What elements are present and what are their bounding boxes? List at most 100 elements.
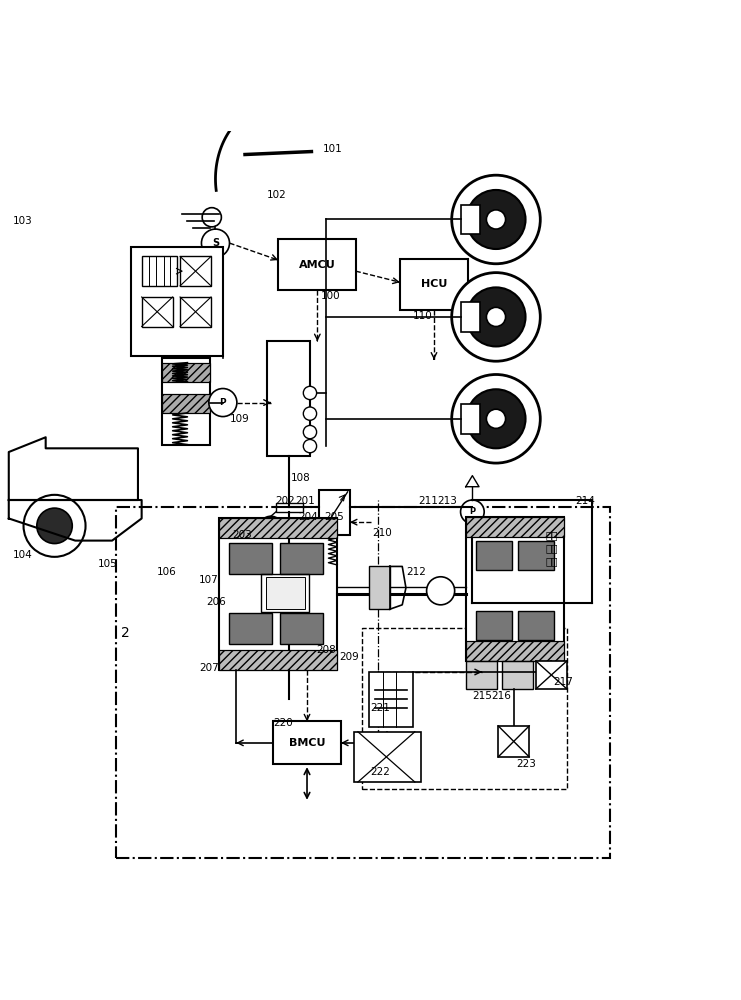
Text: 210: 210 — [373, 528, 393, 538]
Text: 107: 107 — [199, 575, 219, 585]
Text: 209: 209 — [339, 652, 359, 662]
Bar — [476, 541, 511, 570]
Bar — [400, 259, 468, 310]
Text: P: P — [268, 524, 274, 533]
Bar — [273, 721, 341, 764]
Bar — [180, 256, 211, 286]
Bar — [276, 503, 302, 512]
Bar — [498, 726, 529, 757]
Bar — [162, 358, 210, 445]
Text: 217: 217 — [554, 677, 574, 687]
Circle shape — [461, 500, 484, 524]
Circle shape — [303, 425, 316, 439]
Bar — [467, 661, 497, 689]
Circle shape — [24, 495, 85, 557]
Text: 211: 211 — [419, 496, 439, 506]
Circle shape — [486, 409, 505, 428]
Text: P: P — [219, 398, 226, 407]
Text: 108: 108 — [290, 473, 310, 483]
Bar — [219, 518, 337, 538]
Bar — [268, 341, 310, 456]
Bar — [162, 394, 210, 413]
Bar — [461, 404, 480, 434]
Circle shape — [486, 307, 505, 327]
Bar — [280, 613, 323, 644]
Text: 222: 222 — [370, 767, 391, 777]
Text: 203: 203 — [233, 530, 252, 540]
Text: 208: 208 — [316, 645, 336, 655]
Bar — [278, 239, 356, 290]
Bar — [162, 363, 210, 382]
Bar — [362, 628, 567, 789]
Bar — [319, 490, 350, 535]
Bar — [467, 661, 497, 689]
Circle shape — [427, 577, 455, 605]
Text: 207: 207 — [199, 663, 219, 673]
Bar — [467, 517, 564, 537]
Text: 103: 103 — [13, 216, 32, 226]
Circle shape — [303, 386, 316, 400]
Text: 201: 201 — [295, 496, 315, 506]
Text: 215: 215 — [472, 691, 492, 701]
Text: P: P — [469, 507, 476, 516]
Text: 109: 109 — [230, 414, 250, 424]
Bar — [266, 577, 305, 609]
Bar — [518, 541, 554, 570]
Bar — [162, 394, 210, 413]
Bar — [229, 613, 272, 644]
Bar — [280, 543, 323, 574]
Text: 221: 221 — [370, 703, 391, 713]
Text: 101: 101 — [322, 144, 342, 154]
Text: S: S — [212, 238, 219, 248]
Text: 106: 106 — [156, 567, 176, 577]
Text: 100: 100 — [321, 291, 341, 301]
Text: 212: 212 — [406, 567, 426, 577]
Bar — [219, 650, 337, 670]
Text: 104: 104 — [13, 550, 32, 560]
Bar — [476, 541, 511, 570]
Text: BMCU: BMCU — [289, 738, 325, 748]
Bar — [280, 613, 323, 644]
Circle shape — [452, 273, 540, 361]
Text: 216: 216 — [491, 691, 511, 701]
Bar — [229, 543, 272, 574]
Circle shape — [467, 389, 525, 448]
Bar — [354, 732, 421, 782]
Circle shape — [467, 287, 525, 346]
Bar — [476, 611, 511, 640]
Bar — [461, 205, 480, 234]
Text: 2: 2 — [121, 626, 130, 640]
Bar — [162, 363, 210, 382]
Bar — [502, 661, 533, 689]
Text: 206: 206 — [207, 597, 226, 607]
Bar — [536, 661, 567, 689]
Text: HCU: HCU — [421, 279, 447, 289]
Bar — [518, 541, 554, 570]
Circle shape — [37, 508, 73, 544]
Bar — [476, 611, 511, 640]
Bar — [467, 517, 564, 661]
Bar — [219, 518, 337, 538]
Circle shape — [452, 375, 540, 463]
Bar — [502, 661, 533, 689]
Bar — [219, 518, 337, 670]
Bar — [518, 611, 554, 640]
Bar — [130, 247, 223, 356]
Circle shape — [202, 208, 222, 227]
Bar — [262, 574, 309, 612]
Bar — [142, 297, 173, 327]
Circle shape — [259, 516, 282, 540]
Bar — [467, 641, 564, 661]
Circle shape — [202, 229, 230, 257]
Text: 223: 223 — [516, 759, 536, 769]
Bar — [369, 672, 413, 727]
Text: 此侧
对称
省略: 此侧 对称 省略 — [545, 530, 558, 566]
Bar — [229, 543, 272, 574]
Circle shape — [467, 190, 525, 249]
Text: 105: 105 — [97, 559, 117, 569]
Bar — [142, 256, 177, 286]
Text: 220: 220 — [273, 718, 293, 728]
Text: 214: 214 — [575, 496, 595, 506]
Text: 202: 202 — [275, 496, 295, 506]
Bar — [518, 611, 554, 640]
